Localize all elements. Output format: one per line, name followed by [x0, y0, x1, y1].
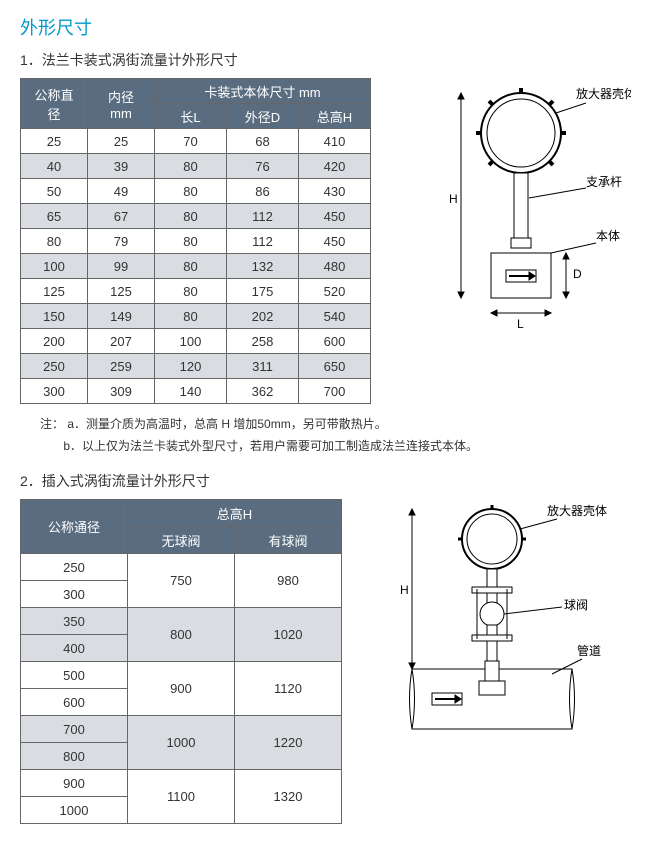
dim-H-label-2: H [400, 583, 409, 597]
note-b: b．以上仅为法兰卡装式外型尺寸，若用户需要可加工制造成法兰连接式本体。 [63, 439, 478, 453]
diagram1-block: H D L 放大器壳体 支承杆 本体 [401, 78, 631, 361]
table-row: 90011001320 [21, 770, 342, 797]
table2-block: 公称通径 总高H 无球阀 有球阀 25075098030035080010204… [20, 499, 342, 824]
table-row: 300309140362700 [21, 379, 371, 404]
body-label: 本体 [596, 229, 620, 243]
table-row: 40398076420 [21, 154, 371, 179]
pipe-label: 管道 [577, 643, 601, 658]
diagram2-svg: H 放大器壳体 球阀 管道 [372, 499, 612, 759]
table-row: 50498086430 [21, 179, 371, 204]
table1-block: 公称直径 内径 mm 卡装式本体尺寸 mm 长L 外径D 总高H 2525706… [20, 78, 371, 404]
support-rod-label: 支承杆 [586, 175, 622, 189]
table1: 公称直径 内径 mm 卡装式本体尺寸 mm 长L 外径D 总高H 2525706… [20, 78, 371, 404]
page-title: 外形尺寸 [20, 14, 643, 40]
section1-label: 1．法兰卡装式涡街流量计外形尺寸 [20, 50, 643, 70]
table2: 公称通径 总高H 无球阀 有球阀 25075098030035080010204… [20, 499, 342, 824]
table-row: 656780112450 [21, 204, 371, 229]
dim-D-label: D [573, 267, 582, 281]
table-row: 250259120311650 [21, 354, 371, 379]
table-row: 1009980132480 [21, 254, 371, 279]
table-row: 807980112450 [21, 229, 371, 254]
diagram1-svg: H D L 放大器壳体 支承杆 本体 [401, 78, 631, 358]
diagram2-block: H 放大器壳体 球阀 管道 [372, 499, 612, 762]
table-row: 250750980 [21, 554, 342, 581]
table-row: 70010001220 [21, 716, 342, 743]
section1-row: 公称直径 内径 mm 卡装式本体尺寸 mm 长L 外径D 总高H 2525706… [20, 78, 643, 404]
note-prefix: 注： [40, 417, 64, 431]
section2-label: 2．插入式涡街流量计外形尺寸 [20, 471, 643, 491]
table-row: 5009001120 [21, 662, 342, 689]
table1-notes: 注： a．测量介质为高温时，总高 H 增加50mm，另可带散热片。 b．以上仅为… [40, 414, 643, 457]
amp-housing-label-1: 放大器壳体 [576, 86, 631, 101]
table-row: 25257068410 [21, 129, 371, 154]
ball-valve-label: 球阀 [564, 598, 588, 612]
table-row: 15014980202540 [21, 304, 371, 329]
dim-H-label: H [449, 192, 458, 206]
table-row: 3508001020 [21, 608, 342, 635]
section2-row: 公称通径 总高H 无球阀 有球阀 25075098030035080010204… [20, 499, 643, 824]
table-row: 200207100258600 [21, 329, 371, 354]
dim-L-label: L [517, 317, 524, 331]
table-row: 12512580175520 [21, 279, 371, 304]
note-a: a．测量介质为高温时，总高 H 增加50mm，另可带散热片。 [67, 417, 386, 431]
amp-housing-label-2: 放大器壳体 [547, 503, 607, 518]
